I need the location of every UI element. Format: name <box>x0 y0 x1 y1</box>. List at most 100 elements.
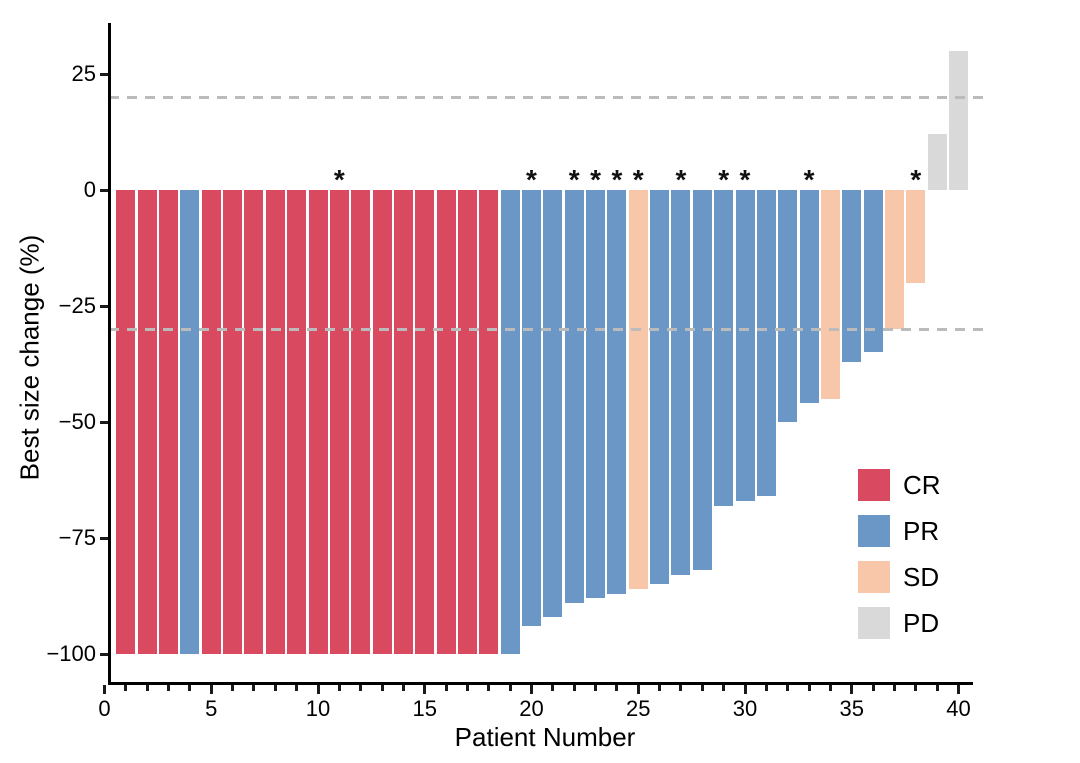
y-tick-label-25: 25 <box>71 61 96 86</box>
x-minor-tick-36 <box>871 685 875 691</box>
bar-patient-36 <box>863 190 883 353</box>
bar-patient-20 <box>522 190 541 627</box>
asterisk-annotation-patient-23: * <box>590 164 601 195</box>
bar-patient-29 <box>714 190 734 506</box>
x-tick-label-20: 20 <box>519 696 544 721</box>
x-tick-35 <box>850 685 854 694</box>
legend-label-cr: CR <box>903 470 941 500</box>
x-minor-tick-19 <box>508 685 512 691</box>
asterisk-annotation-patient-30: * <box>739 164 751 195</box>
bar-patient-11 <box>329 190 349 654</box>
x-minor-tick-6 <box>231 685 235 691</box>
x-minor-tick-12 <box>359 685 363 691</box>
legend-swatch-cr <box>858 469 890 501</box>
legend-label-pd: PD <box>903 608 940 638</box>
legend-swatch-sd <box>858 561 890 593</box>
bar-patient-17 <box>457 190 477 654</box>
y-tick-25 <box>99 72 108 76</box>
bar-patient-24 <box>607 190 627 594</box>
x-tick-label-15: 15 <box>412 696 437 721</box>
asterisk-annotation-patient-27: * <box>675 164 687 195</box>
y-tick--50 <box>99 420 108 424</box>
bar-patient-5 <box>201 190 221 654</box>
x-tick-30 <box>743 685 747 694</box>
bar-patient-6 <box>223 190 243 654</box>
x-tick-15 <box>423 685 427 694</box>
asterisk-annotation-patient-33: * <box>803 164 815 195</box>
x-minor-tick-38 <box>914 685 918 691</box>
x-minor-tick-8 <box>273 685 277 691</box>
asterisk-annotation-patient-29: * <box>718 164 730 195</box>
x-minor-tick-21 <box>551 685 555 691</box>
x-minor-tick-2 <box>145 685 149 691</box>
x-minor-tick-33 <box>807 685 811 691</box>
x-minor-tick-31 <box>764 685 768 691</box>
x-tick-label-0: 0 <box>98 696 111 721</box>
x-tick-label-25: 25 <box>626 696 651 721</box>
bar-patient-15 <box>415 190 435 654</box>
x-minor-tick-17 <box>465 685 469 691</box>
bar-patient-28 <box>692 190 712 571</box>
bar-patient-1 <box>116 190 136 654</box>
x-minor-tick-24 <box>615 685 619 691</box>
x-minor-tick-37 <box>892 685 896 691</box>
bar-patient-22 <box>564 190 584 603</box>
bar-patient-2 <box>137 190 157 654</box>
legend-swatch-pd <box>858 607 890 639</box>
x-minor-tick-26 <box>658 685 662 691</box>
bar-patient-8 <box>265 190 285 654</box>
y-tick-label--25: −25 <box>58 293 96 318</box>
x-minor-tick-23 <box>594 685 598 691</box>
x-tick-label-40: 40 <box>946 696 971 721</box>
asterisk-annotation-patient-22: * <box>568 164 580 195</box>
bar-patient-40 <box>949 50 968 190</box>
bar-patient-21 <box>543 190 563 617</box>
x-tick-0 <box>103 685 106 694</box>
y-tick-label--100: −100 <box>46 641 96 666</box>
x-minor-tick-11 <box>337 685 341 691</box>
bar-patient-35 <box>842 190 862 362</box>
x-minor-tick-1 <box>124 685 128 691</box>
y-tick-0 <box>99 188 108 192</box>
x-tick-label-10: 10 <box>305 696 331 721</box>
x-axis-line <box>107 682 973 685</box>
x-minor-tick-13 <box>380 685 384 691</box>
y-tick-label--50: −50 <box>58 409 96 434</box>
x-minor-tick-28 <box>700 685 704 691</box>
x-minor-tick-7 <box>252 685 256 691</box>
bar-patient-10 <box>308 190 328 654</box>
x-minor-tick-32 <box>786 685 790 691</box>
bar-patient-9 <box>287 190 307 654</box>
x-minor-tick-22 <box>572 685 576 691</box>
bar-patient-32 <box>778 190 798 422</box>
asterisk-annotation-patient-24: * <box>611 164 623 195</box>
x-minor-tick-39 <box>935 685 939 691</box>
asterisk-annotation-patient-38: * <box>910 164 922 195</box>
bar-patient-27 <box>671 190 691 576</box>
x-minor-tick-9 <box>295 685 299 691</box>
y-tick--100 <box>99 652 108 656</box>
x-tick-label-5: 5 <box>205 696 218 721</box>
reference-line-20-percent <box>109 95 985 99</box>
bar-patient-31 <box>756 190 776 497</box>
bar-patient-14 <box>393 190 413 654</box>
x-minor-tick-3 <box>167 685 171 691</box>
bar-patient-26 <box>650 190 670 585</box>
bar-patient-39 <box>927 134 947 190</box>
x-tick-10 <box>316 685 320 694</box>
bar-patient-38 <box>906 190 926 283</box>
y-tick--25 <box>99 304 108 308</box>
x-tick-40 <box>957 685 960 694</box>
x-tick-label-35: 35 <box>839 696 864 721</box>
asterisk-annotation-patient-20: * <box>526 164 537 195</box>
x-minor-tick-34 <box>828 685 832 691</box>
x-tick-25 <box>636 685 640 694</box>
y-tick--75 <box>99 536 108 540</box>
bar-patient-18 <box>479 190 499 654</box>
y-tick-label--75: −75 <box>58 525 96 550</box>
reference-line--30-percent <box>109 327 985 331</box>
asterisk-annotation-patient-25: * <box>632 164 644 195</box>
x-tick-label-30: 30 <box>732 696 758 721</box>
bar-patient-33 <box>799 190 819 404</box>
